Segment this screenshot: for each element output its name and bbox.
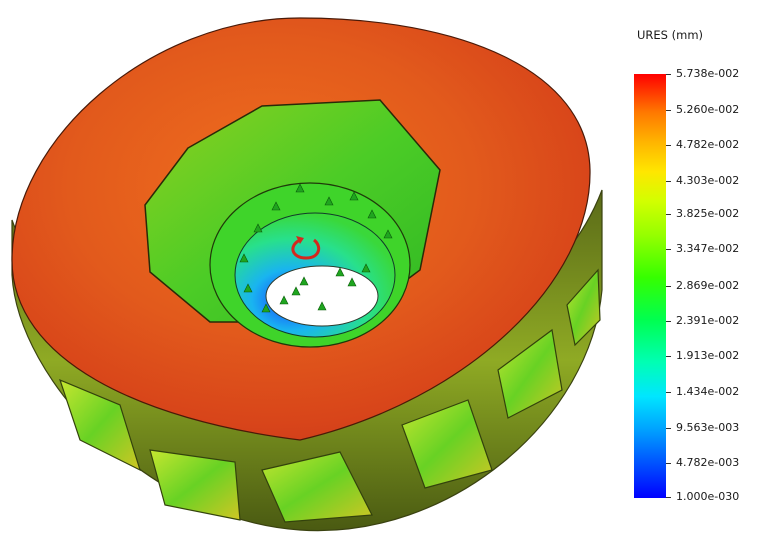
- side-pockets: [59, 268, 601, 523]
- legend-label-6: 2.869e-002: [676, 279, 740, 292]
- fixture-arrows: [239, 183, 393, 313]
- legend-tick: [666, 356, 671, 357]
- legend-title: URES (mm): [637, 28, 704, 42]
- legend-tick: [666, 463, 671, 464]
- legend-label-4: 3.825e-002: [676, 207, 740, 220]
- legend-tick: [666, 214, 671, 215]
- through-hole: [265, 265, 379, 327]
- legend-label-3: 4.303e-002: [676, 174, 740, 187]
- legend-label-11: 4.782e-003: [676, 456, 740, 469]
- legend-label-7: 2.391e-002: [676, 314, 740, 327]
- legend-tick: [666, 321, 671, 322]
- legend-tick: [666, 181, 671, 182]
- model-viewport[interactable]: [0, 0, 620, 539]
- legend-tick: [666, 392, 671, 393]
- legend-tick: [666, 428, 671, 429]
- legend-label-2: 4.782e-002: [676, 138, 740, 151]
- legend-label-8: 1.913e-002: [676, 349, 740, 362]
- torque-icon: [291, 236, 321, 260]
- legend-label-9: 1.434e-002: [676, 385, 740, 398]
- legend-colorbar: [634, 74, 666, 498]
- legend-tick: [666, 110, 671, 111]
- legend-label-1: 5.260e-002: [676, 103, 740, 116]
- color-legend: URES (mm) 5.738e-002 5.260e-002 4.782e-0…: [620, 0, 759, 539]
- legend-tick: [666, 286, 671, 287]
- legend-label-5: 3.347e-002: [676, 242, 740, 255]
- legend-tick: [666, 249, 671, 250]
- legend-tick: [666, 497, 671, 498]
- legend-tick: [666, 145, 671, 146]
- legend-tick: [666, 74, 671, 75]
- legend-label-0: 5.738e-002: [676, 67, 740, 80]
- legend-label-12: 1.000e-030: [676, 490, 740, 503]
- legend-label-10: 9.563e-003: [676, 421, 740, 434]
